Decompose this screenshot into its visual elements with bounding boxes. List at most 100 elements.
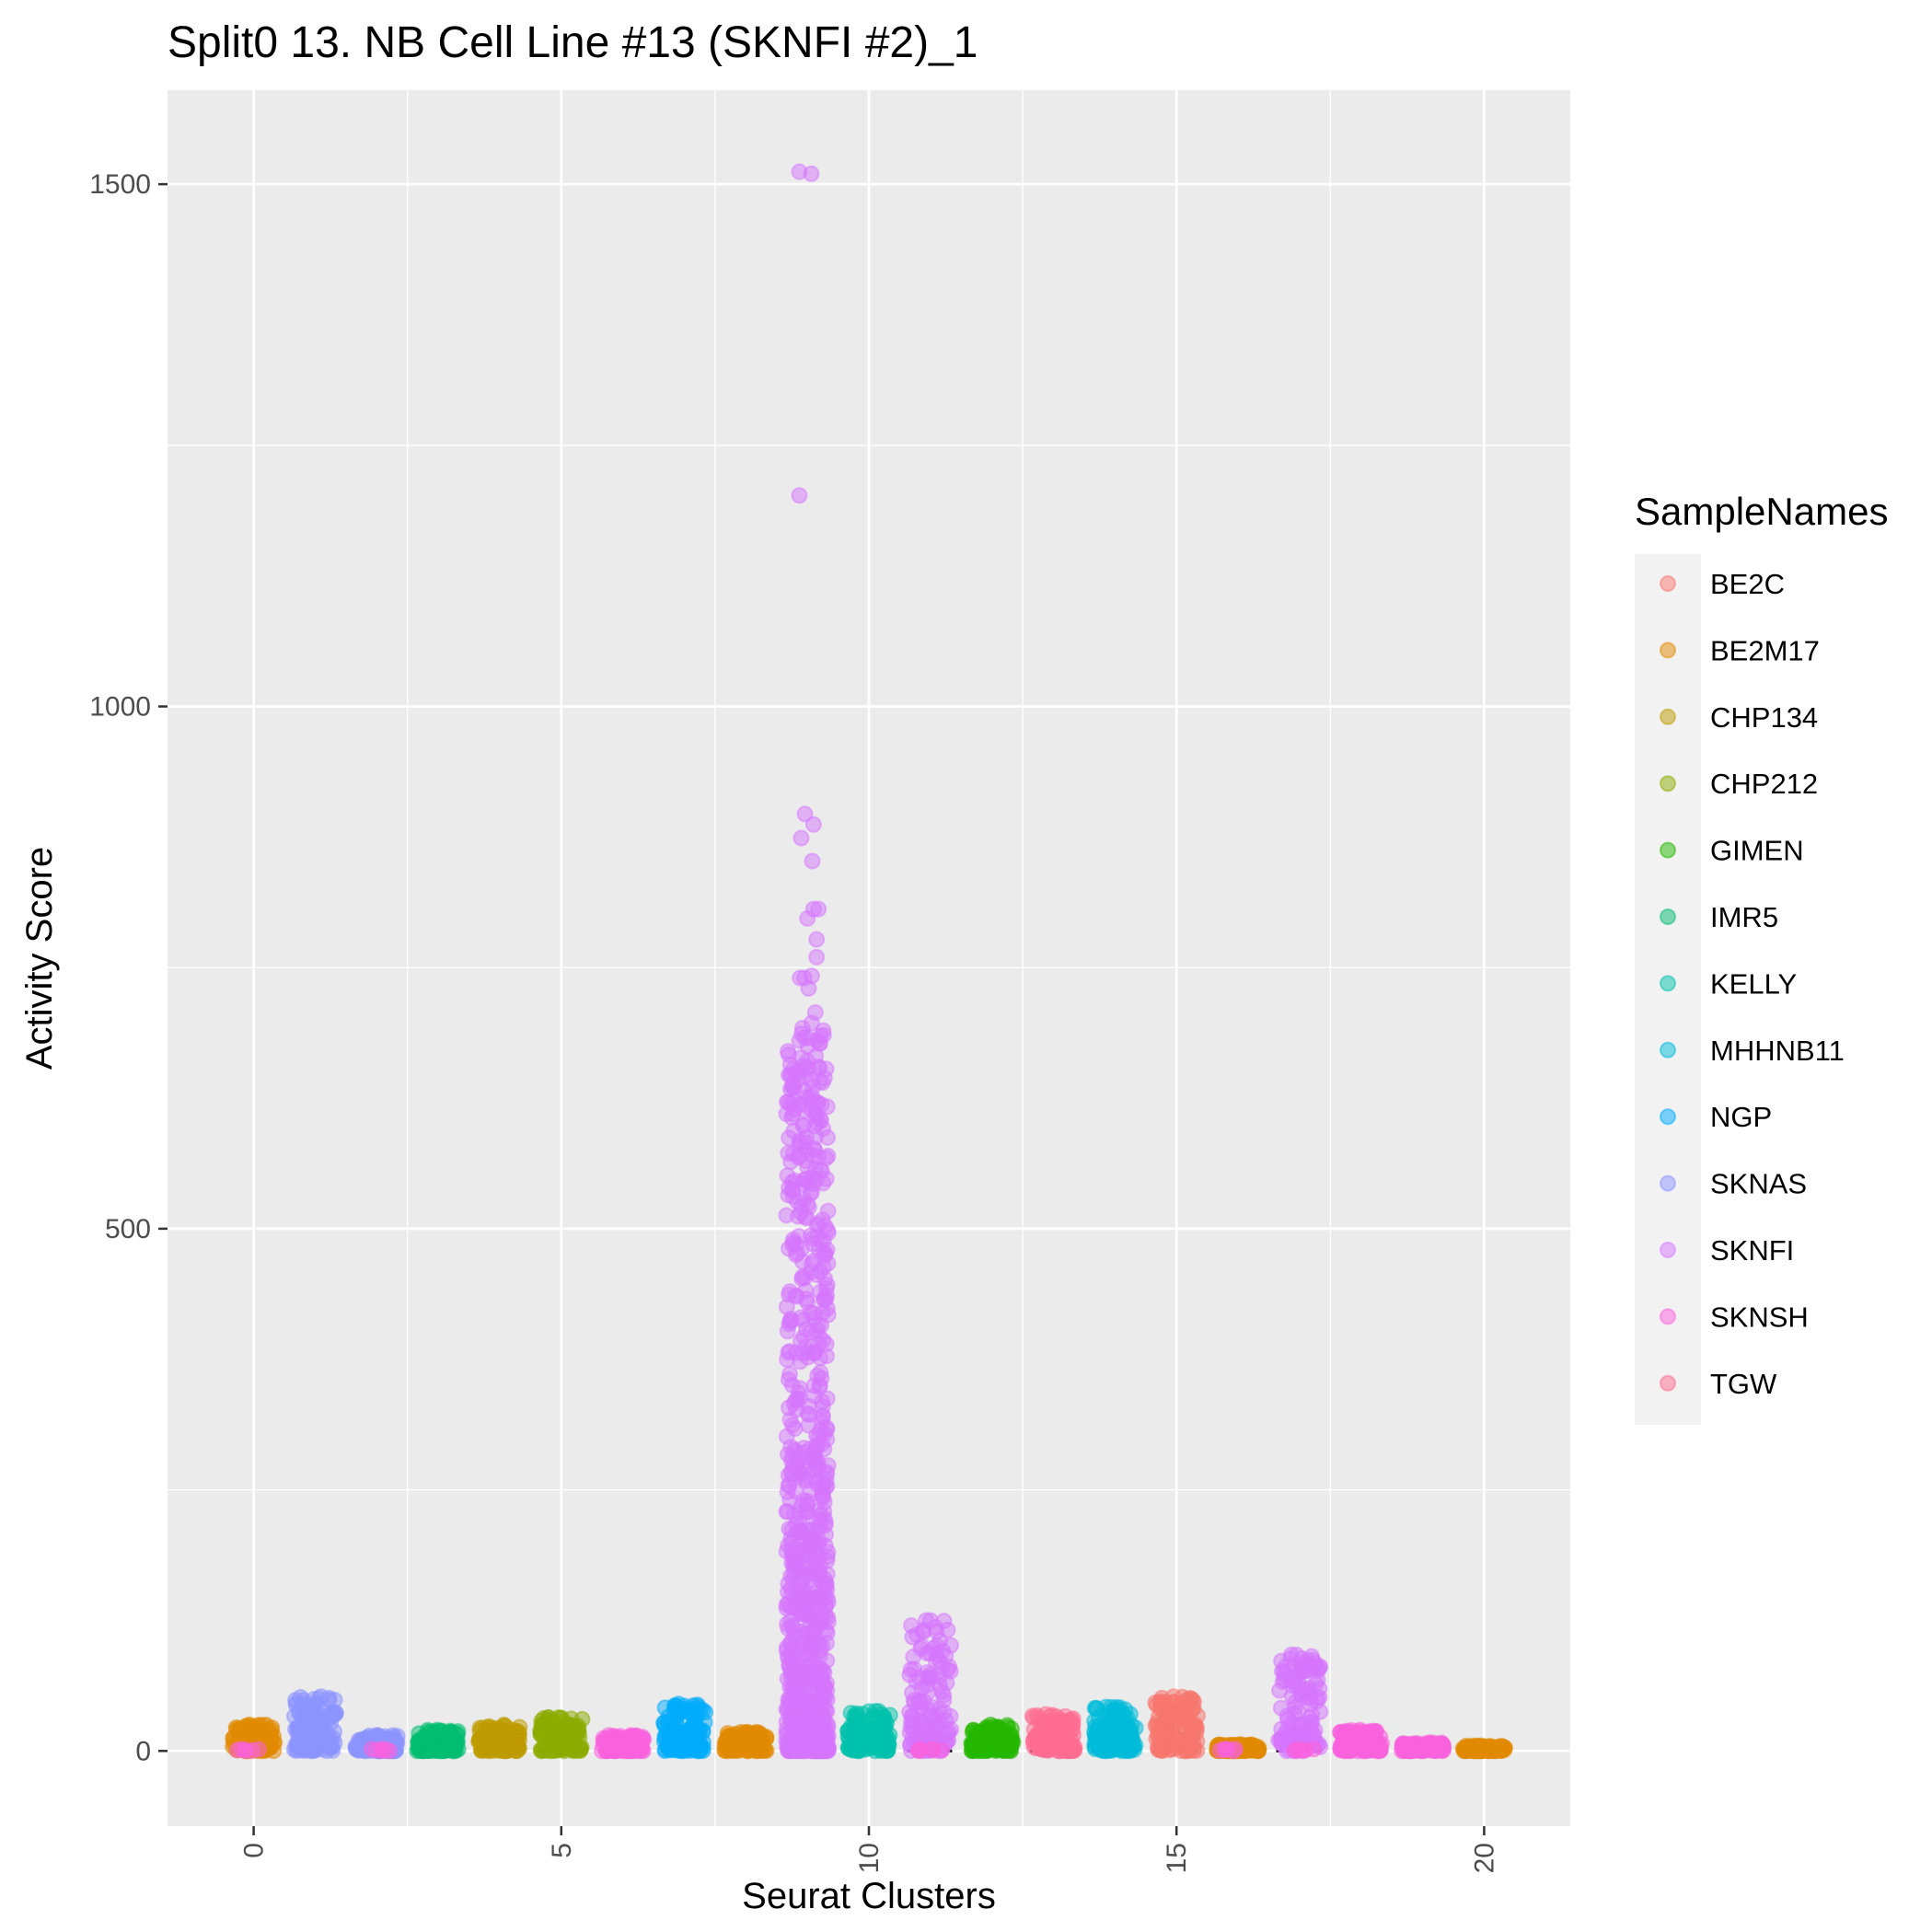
data-point xyxy=(817,1472,835,1489)
data-point xyxy=(799,1293,816,1311)
y-tick-label: 500 xyxy=(105,1214,151,1244)
data-point xyxy=(819,1128,837,1146)
data-point xyxy=(778,1105,795,1123)
data-point xyxy=(665,1739,683,1756)
data-point xyxy=(1117,1742,1135,1760)
data-point xyxy=(789,1244,806,1262)
data-point xyxy=(249,1741,267,1758)
data-point xyxy=(876,1729,894,1746)
data-point xyxy=(348,1741,365,1758)
data-point xyxy=(783,1533,801,1551)
data-point xyxy=(935,1692,953,1709)
legend-label: CHP134 xyxy=(1710,701,1818,734)
data-point xyxy=(811,1556,828,1574)
data-point xyxy=(262,1726,280,1743)
axes: 0 500 1000 1500 0 5 10 15 20 xyxy=(89,169,1499,1873)
data-point xyxy=(1151,1732,1169,1750)
data-point xyxy=(783,1617,801,1635)
data-point xyxy=(1420,1734,1438,1752)
data-point xyxy=(410,1741,427,1758)
outlier-point xyxy=(800,979,817,997)
data-point xyxy=(1354,1739,1371,1756)
data-point xyxy=(813,1435,830,1452)
outlier-point xyxy=(1294,1659,1312,1676)
outlier-point xyxy=(791,487,808,504)
data-point xyxy=(812,1673,829,1691)
data-point xyxy=(778,1713,795,1730)
outlier-point xyxy=(931,1676,948,1694)
x-tick-label: 20 xyxy=(1469,1843,1499,1873)
data-point xyxy=(815,1726,832,1743)
data-point xyxy=(817,1279,835,1297)
legend-label: GIMEN xyxy=(1710,835,1804,867)
data-point xyxy=(324,1707,341,1725)
data-point xyxy=(784,1075,802,1093)
data-point xyxy=(782,1313,800,1330)
legend-label: KELLY xyxy=(1710,967,1797,1000)
legend-label: CHP212 xyxy=(1710,768,1818,800)
data-point xyxy=(972,1736,989,1753)
data-point xyxy=(792,1353,809,1371)
legend-title: SampleNames xyxy=(1635,490,1888,533)
data-point xyxy=(779,1583,796,1601)
data-point xyxy=(798,1152,816,1170)
data-point xyxy=(1173,1736,1190,1753)
legend-key xyxy=(1660,1174,1676,1192)
outlier-point xyxy=(796,805,814,823)
data-point xyxy=(853,1718,871,1735)
y-tick-label: 0 xyxy=(135,1736,151,1766)
data-point xyxy=(1049,1734,1067,1752)
data-point xyxy=(795,1190,813,1208)
data-point xyxy=(233,1741,250,1758)
data-point xyxy=(312,1688,330,1706)
legend-key xyxy=(1660,975,1676,992)
legend-key xyxy=(1660,1242,1676,1258)
data-point xyxy=(798,1209,816,1227)
data-point xyxy=(815,1332,832,1349)
y-tick-label: 1000 xyxy=(89,692,151,723)
data-point xyxy=(819,1147,837,1164)
legend-label: TGW xyxy=(1710,1368,1777,1400)
x-axis-title: Seurat Clusters xyxy=(742,1876,996,1916)
data-point xyxy=(781,1286,798,1303)
data-point xyxy=(286,1692,304,1709)
outlier-point xyxy=(810,900,827,918)
data-point xyxy=(965,1721,982,1739)
data-point xyxy=(781,1365,799,1382)
outlier-point xyxy=(808,1032,826,1049)
data-point xyxy=(670,1695,688,1713)
legend-key xyxy=(1660,1374,1676,1392)
x-tick-label: 15 xyxy=(1162,1843,1192,1873)
chart-title: Split0 13. NB Cell Line #13 (SKNFI #2)_1 xyxy=(168,18,978,67)
data-point xyxy=(783,1181,801,1198)
data-point xyxy=(1395,1742,1413,1760)
data-point xyxy=(850,1731,867,1749)
legend-key xyxy=(1660,642,1676,659)
data-point xyxy=(810,1742,827,1760)
data-point xyxy=(867,1703,885,1720)
legend-label: NGP xyxy=(1710,1101,1772,1133)
data-point xyxy=(697,1704,714,1721)
outlier-point xyxy=(804,852,821,870)
data-point xyxy=(801,1539,818,1556)
y-axis-title: Activity Score xyxy=(19,847,60,1070)
x-tick-label: 10 xyxy=(854,1843,885,1873)
legend-label: MHHNB11 xyxy=(1710,1035,1845,1067)
data-point xyxy=(377,1741,395,1758)
data-point xyxy=(1367,1723,1384,1741)
outlier-point xyxy=(1301,1695,1319,1713)
data-point xyxy=(815,1607,832,1625)
data-point xyxy=(326,1691,343,1708)
outlier-point xyxy=(799,909,816,927)
data-point xyxy=(495,1741,513,1759)
data-point xyxy=(781,1476,798,1494)
data-point xyxy=(550,1708,567,1726)
data-point xyxy=(902,1718,920,1736)
legend-label: SKNAS xyxy=(1710,1168,1807,1200)
data-point xyxy=(800,1397,817,1415)
outlier-point xyxy=(791,163,808,180)
legend-label: SKNFI xyxy=(1710,1234,1794,1267)
data-point xyxy=(1178,1691,1196,1708)
data-point xyxy=(681,1741,699,1759)
